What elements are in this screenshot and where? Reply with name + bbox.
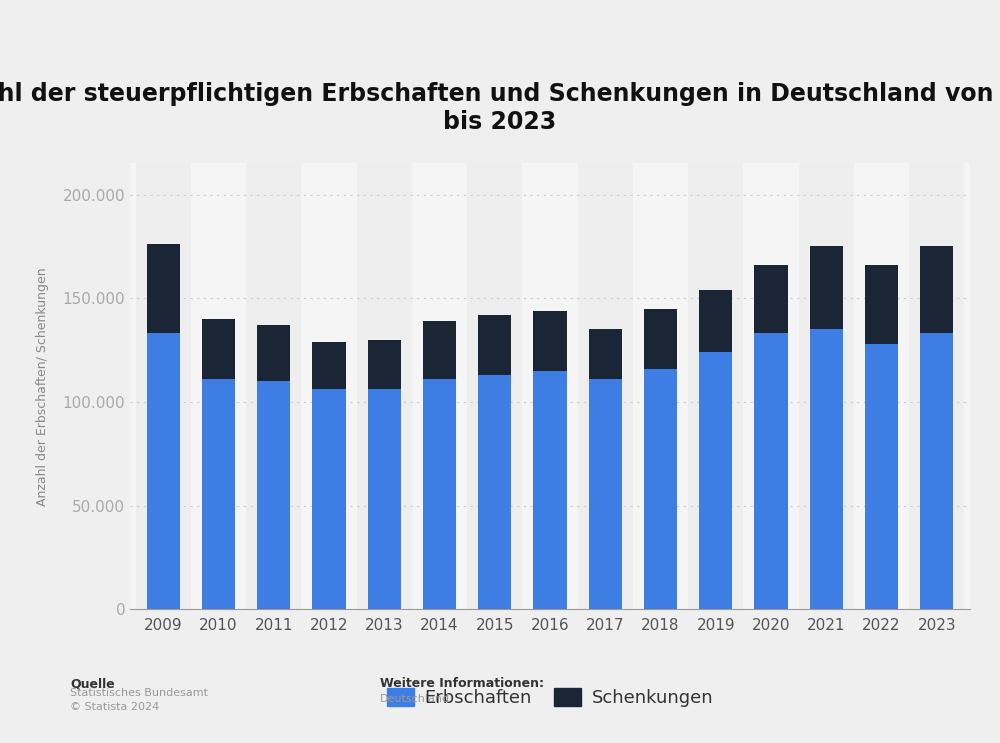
Bar xyxy=(478,375,511,609)
Bar xyxy=(854,163,909,609)
Bar xyxy=(799,163,854,609)
Bar xyxy=(688,163,743,609)
Bar xyxy=(202,379,235,609)
Bar xyxy=(147,244,180,334)
Bar xyxy=(257,325,290,381)
Bar xyxy=(920,334,953,609)
Bar xyxy=(368,340,401,389)
Bar xyxy=(810,329,843,609)
Bar xyxy=(909,163,964,609)
Text: Weitere Informationen:: Weitere Informationen: xyxy=(380,678,544,690)
Bar xyxy=(644,308,677,369)
Bar xyxy=(743,163,799,609)
Bar xyxy=(699,352,732,609)
Bar xyxy=(368,389,401,609)
Bar xyxy=(699,290,732,352)
Text: Deutschland: Deutschland xyxy=(380,694,450,704)
Bar xyxy=(633,163,688,609)
Bar xyxy=(191,163,246,609)
Bar xyxy=(589,329,622,379)
Text: Statistisches Bundesamt
© Statista 2024: Statistisches Bundesamt © Statista 2024 xyxy=(70,687,208,712)
Bar xyxy=(533,311,567,371)
Bar xyxy=(301,163,357,609)
Bar xyxy=(423,379,456,609)
Bar xyxy=(478,315,511,375)
Bar xyxy=(312,389,346,609)
Bar xyxy=(202,319,235,379)
Bar xyxy=(589,379,622,609)
Bar xyxy=(754,265,788,334)
Bar xyxy=(423,321,456,379)
Bar xyxy=(357,163,412,609)
Bar xyxy=(754,334,788,609)
Bar xyxy=(147,334,180,609)
Bar xyxy=(522,163,578,609)
Bar xyxy=(865,265,898,344)
Bar xyxy=(257,381,290,609)
Bar xyxy=(920,247,953,334)
Bar xyxy=(810,247,843,329)
Bar xyxy=(412,163,467,609)
Bar xyxy=(533,371,567,609)
Bar xyxy=(865,344,898,609)
Y-axis label: Anzahl der Erbschaften/ Schenkungen: Anzahl der Erbschaften/ Schenkungen xyxy=(36,267,49,506)
Bar xyxy=(644,369,677,609)
Legend: Erbschaften, Schenkungen: Erbschaften, Schenkungen xyxy=(380,681,720,715)
Text: Anzahl der steuerpflichtigen Erbschaften und Schenkungen in Deutschland von 2009: Anzahl der steuerpflichtigen Erbschaften… xyxy=(0,82,1000,134)
Bar xyxy=(578,163,633,609)
Text: Quelle: Quelle xyxy=(70,678,115,690)
Bar xyxy=(136,163,191,609)
Bar xyxy=(246,163,301,609)
Bar xyxy=(312,342,346,389)
Bar xyxy=(467,163,522,609)
